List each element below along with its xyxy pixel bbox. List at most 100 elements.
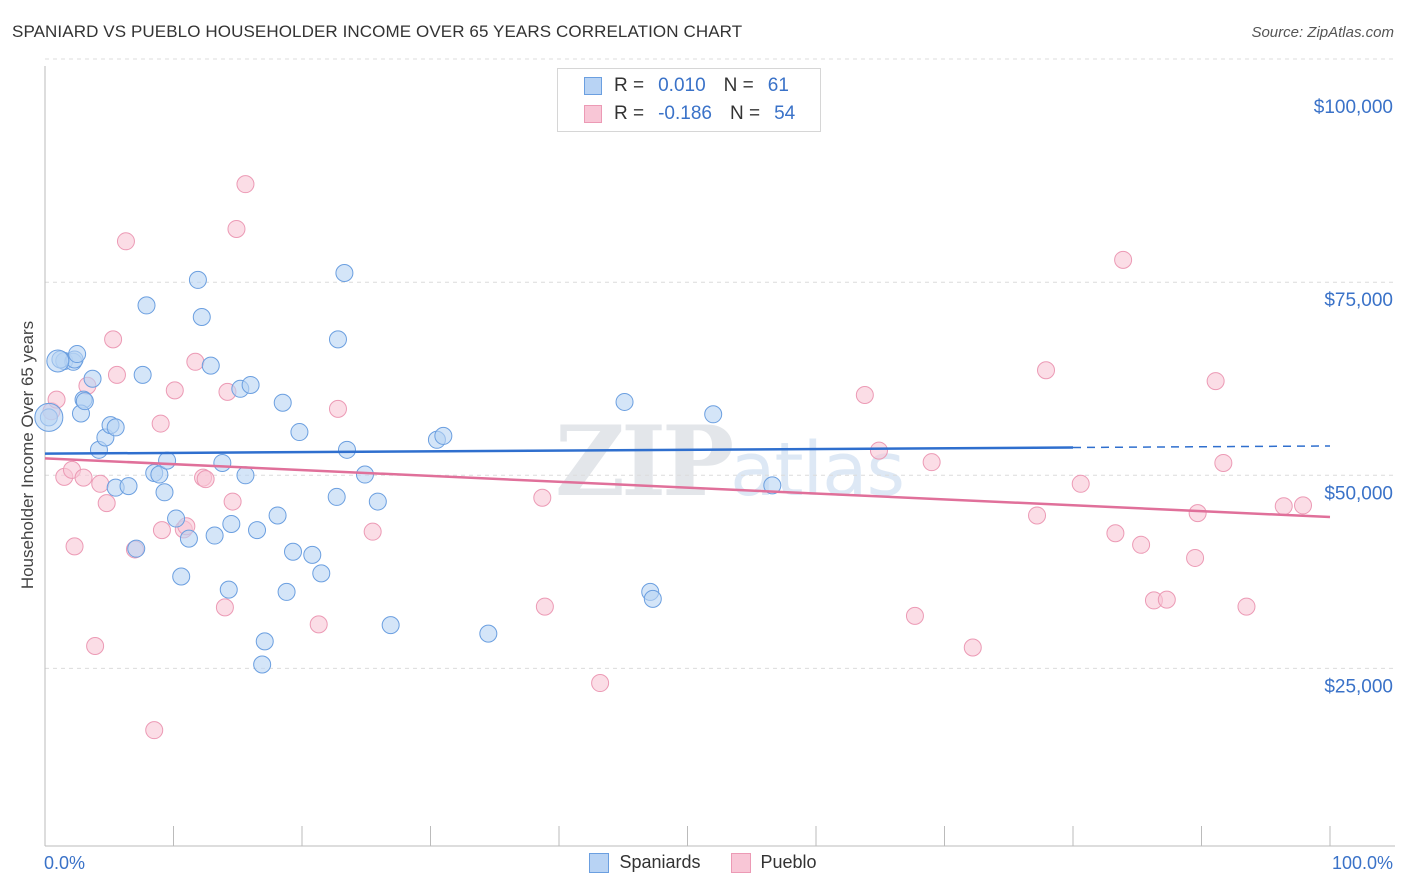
- spaniards-point: [303, 545, 322, 564]
- spaniards-point: [381, 616, 400, 635]
- spaniards-point: [355, 465, 374, 484]
- pueblo-point: [145, 721, 164, 740]
- chart-title: SPANIARD VS PUEBLO HOUSEHOLDER INCOME OV…: [12, 22, 743, 41]
- pueblo-trend-line: [44, 457, 1331, 519]
- spaniards-point: [219, 580, 238, 599]
- pueblo-point: [855, 385, 874, 404]
- pueblo-point: [215, 598, 234, 617]
- legend-r-label: R =: [614, 103, 645, 124]
- spaniards-point: [213, 453, 232, 472]
- pueblo-point: [236, 175, 255, 194]
- pueblo-point: [535, 597, 554, 616]
- legend-row-spaniards: R = 0.010 N = 61: [584, 74, 789, 98]
- pueblo-point: [165, 381, 184, 400]
- pueblo-point: [186, 352, 205, 371]
- pueblo-point: [1206, 372, 1225, 391]
- pueblo-point: [223, 492, 242, 511]
- spaniards-point: [434, 426, 453, 445]
- spaniards-point: [704, 405, 723, 424]
- spaniards-point: [133, 365, 152, 384]
- pueblo-point: [1294, 496, 1313, 515]
- y-tick-label: $75,000: [1324, 290, 1393, 311]
- pueblo-point: [328, 399, 347, 418]
- spaniards-point: [68, 345, 87, 364]
- spaniards-point: [248, 521, 267, 540]
- watermark: ZIPatlas: [555, 405, 905, 518]
- pueblo-point: [1037, 361, 1056, 380]
- y-tick-label: $100,000: [1314, 97, 1393, 118]
- spaniards-point: [255, 632, 274, 651]
- spaniards-point: [273, 393, 292, 412]
- pueblo-point: [363, 522, 382, 541]
- pueblo-point: [591, 674, 610, 693]
- pueblo-point: [963, 638, 982, 657]
- x-tick-label: 100.0%: [1332, 853, 1393, 873]
- spaniards-point: [83, 369, 102, 388]
- pueblo-point: [1114, 250, 1133, 269]
- spaniards-point: [34, 402, 64, 432]
- series-legend: Spaniards Pueblo: [0, 852, 1406, 873]
- pueblo-point: [1157, 590, 1176, 609]
- series-label-spaniards: Spaniards: [619, 852, 701, 872]
- spaniards-point: [615, 392, 634, 411]
- pueblo-point: [65, 537, 84, 556]
- pueblo-point: [91, 474, 110, 493]
- pueblo-point: [1186, 548, 1205, 567]
- spaniards-point: [158, 451, 177, 470]
- pueblo-point: [1214, 453, 1233, 472]
- pueblo-point: [905, 606, 924, 625]
- spaniards-point: [335, 263, 354, 282]
- pueblo-point: [97, 494, 116, 513]
- pueblo-point: [104, 330, 123, 349]
- spaniards-point: [241, 375, 260, 394]
- spaniards-trend-extension: [1072, 445, 1331, 449]
- series-legend-pueblo: Pueblo: [730, 852, 817, 873]
- legend-row-pueblo: R = -0.186 N = 54: [584, 102, 795, 126]
- spaniards-point: [46, 349, 70, 373]
- watermark-main: ZIP: [555, 405, 734, 518]
- series-swatch-spaniards: [589, 852, 610, 873]
- y-tick-label: $50,000: [1324, 483, 1393, 504]
- spaniards-point: [290, 423, 309, 442]
- pueblo-point: [1106, 524, 1125, 543]
- spaniards-point: [137, 296, 156, 315]
- correlation-legend: R = 0.010 N = 61 R = -0.186 N = 54: [557, 68, 821, 132]
- pueblo-point: [227, 219, 246, 238]
- pueblo-point: [116, 232, 135, 251]
- spaniards-point: [179, 529, 198, 548]
- y-tick-label: $25,000: [1324, 676, 1393, 697]
- spaniards-point: [479, 624, 498, 643]
- pueblo-point: [869, 441, 888, 460]
- spaniards-point: [167, 509, 186, 528]
- spaniards-point: [155, 483, 174, 502]
- spaniards-point: [150, 465, 169, 484]
- x-tick-label: 0.0%: [44, 853, 85, 873]
- pueblo-point: [1237, 597, 1256, 616]
- spaniards-point: [328, 330, 347, 349]
- pueblo-point: [1188, 504, 1207, 523]
- pueblo-point: [1028, 506, 1047, 525]
- spaniards-point: [327, 487, 346, 506]
- watermark-sub: atlas: [730, 427, 905, 513]
- legend-n-label: N =: [729, 103, 761, 124]
- pueblo-point: [922, 453, 941, 472]
- spaniards-point: [75, 392, 94, 411]
- pueblo-point: [309, 615, 328, 634]
- legend-n-value: 61: [767, 75, 789, 96]
- legend-r-value: -0.186: [658, 103, 712, 124]
- pueblo-point: [151, 414, 170, 433]
- spaniards-point: [236, 466, 255, 485]
- spaniards-point: [277, 582, 296, 601]
- spaniards-point: [337, 440, 356, 459]
- spaniards-point: [643, 589, 662, 608]
- spaniards-point: [268, 506, 287, 525]
- spaniards-point: [201, 356, 220, 375]
- pueblo-point: [152, 521, 171, 540]
- legend-n-value: 54: [774, 103, 796, 124]
- legend-swatch-spaniards: [584, 77, 602, 95]
- legend-swatch-pueblo: [584, 105, 602, 123]
- pueblo-point: [1132, 535, 1151, 554]
- pueblo-point: [1274, 497, 1293, 516]
- spaniards-point: [368, 492, 387, 511]
